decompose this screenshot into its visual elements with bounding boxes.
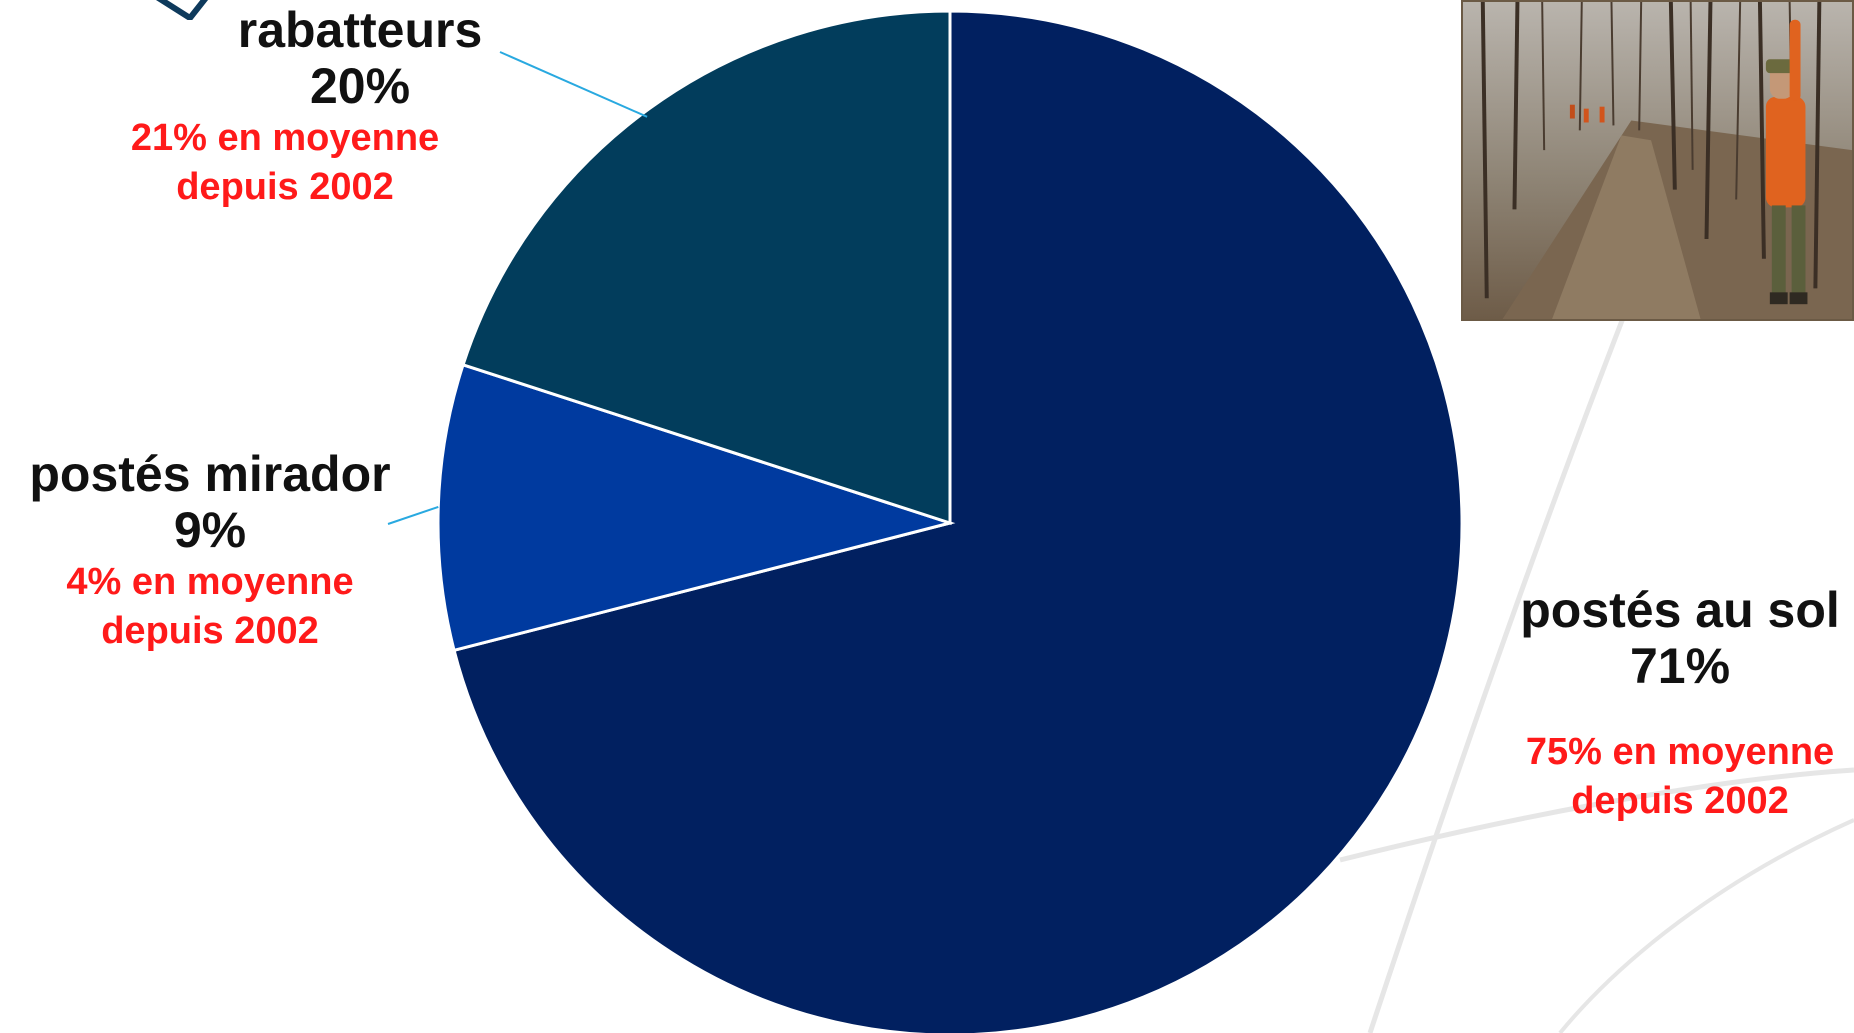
hunter-in-forest-photo: [1461, 0, 1854, 321]
swoosh-curve: [1339, 767, 1854, 863]
slice-name: postés mirador: [29, 446, 391, 502]
leader-line-2: [499, 51, 648, 118]
slice-percent: 9%: [173, 502, 247, 558]
label-rabatteurs: rabatteurs 20% 21% en moyenne depuis 200…: [131, 2, 540, 213]
label-postes-mirador: postés mirador 9% 4% en moyenne depuis 2…: [0, 446, 420, 657]
label-postes-au-sol: postés au sol 71% 75% en moyenne depuis …: [1500, 582, 1854, 827]
pie-slice-0: [452, 9, 1464, 1033]
slice-percent: 71%: [1629, 638, 1731, 694]
swoosh-curve: [1558, 818, 1854, 1033]
average-note-line2: depuis 2002: [1571, 780, 1789, 823]
swoosh-curve: [1367, 299, 1633, 1033]
average-note-line1: 4% en moyenne: [66, 561, 354, 603]
slice-name: postés au sol: [1520, 582, 1840, 638]
slice-percent: 20%: [309, 58, 411, 114]
background-swooshes: [1339, 299, 1854, 1033]
leader-lines: [387, 51, 648, 525]
pie-slices: [436, 9, 1464, 1033]
corner-logo-shape: [155, 0, 209, 20]
average-note-line1: 21% en moyenne: [130, 117, 440, 159]
average-note-line2: depuis 2002: [176, 166, 394, 209]
average-note-line2: depuis 2002: [101, 610, 319, 653]
leader-line-1: [387, 505, 439, 525]
pie-slice-2: [461, 9, 952, 526]
slice-name: rabatteurs: [237, 2, 483, 58]
average-note-line1: 75% en moyenne: [1525, 731, 1835, 773]
